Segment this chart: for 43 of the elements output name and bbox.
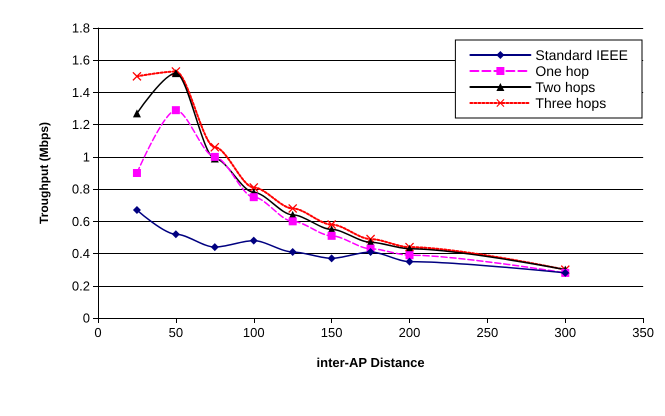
- legend-label: Three hops: [535, 95, 606, 111]
- y-tick-label: 1: [82, 149, 90, 164]
- point: [249, 183, 258, 192]
- point: [210, 243, 219, 252]
- y-tick-label: 0.2: [72, 278, 90, 294]
- legend-label: Standard IEEE: [535, 47, 628, 63]
- x-tick-label: 0: [94, 325, 102, 340]
- y-axis-title: Troughput (Mbps): [37, 122, 51, 224]
- point: [132, 72, 142, 81]
- point: [132, 206, 141, 214]
- x-tick-label: 150: [320, 325, 342, 340]
- point: [288, 217, 297, 226]
- y-tick-label: 0: [82, 310, 90, 326]
- point: [406, 258, 414, 266]
- x-tick-label: 50: [168, 325, 184, 340]
- legend-label: One hop: [535, 63, 590, 79]
- legend-label: Two hops: [535, 79, 596, 95]
- point: [328, 254, 336, 262]
- point: [366, 248, 375, 256]
- point: [328, 232, 336, 240]
- point: [288, 248, 297, 256]
- point: [132, 109, 141, 118]
- point: [172, 106, 180, 114]
- y-tick-label: 0.6: [72, 214, 90, 229]
- point: [327, 220, 336, 230]
- y-tick-label: 1.8: [72, 20, 90, 36]
- x-tick-label: 250: [476, 325, 498, 340]
- x-tick-label: 100: [242, 325, 265, 340]
- point: [250, 193, 258, 202]
- x-axis-title: inter-AP Distance: [316, 355, 425, 370]
- y-tick-label: 1.2: [72, 117, 90, 132]
- y-tick-label: 0.4: [72, 246, 90, 262]
- y-tick-label: 1.6: [72, 52, 90, 68]
- x-tick-label: 300: [554, 325, 576, 340]
- y-tick-label: 1.4: [72, 84, 90, 100]
- point: [288, 204, 298, 213]
- x-tick-label: 200: [398, 325, 420, 340]
- y-tick-label: 0.8: [72, 182, 90, 197]
- point: [172, 230, 180, 238]
- point: [250, 236, 258, 245]
- point: [132, 169, 141, 177]
- point: [406, 251, 414, 260]
- x-tick-label: 350: [632, 325, 654, 340]
